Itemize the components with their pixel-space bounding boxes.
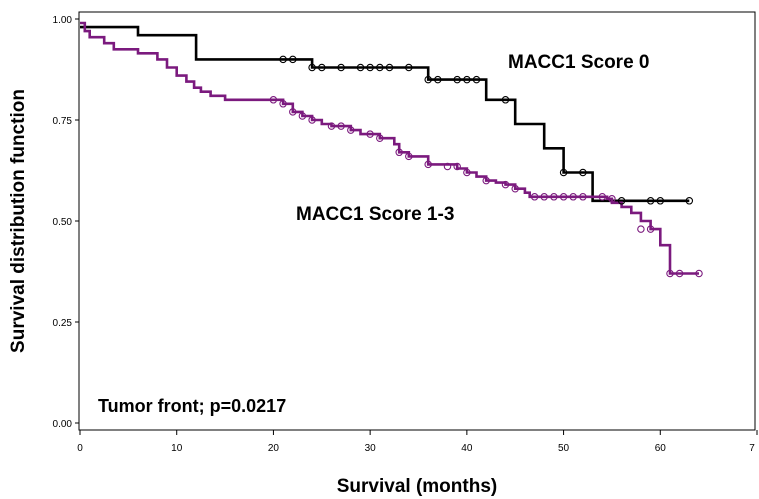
censor-mark xyxy=(424,160,432,169)
censor-mark xyxy=(695,269,703,278)
x-axis-title: Survival (months) xyxy=(337,476,497,497)
y-tick-label: 0.25 xyxy=(53,318,73,329)
censor-mark xyxy=(550,193,558,201)
censor-mark xyxy=(443,162,452,171)
y-tick-label: 0.75 xyxy=(53,116,73,127)
y-axis-title: Survival distribution function xyxy=(8,89,29,353)
censor-mark xyxy=(559,193,568,201)
censor-mark xyxy=(675,269,684,278)
censor-mark xyxy=(559,168,568,177)
censor-mark xyxy=(646,225,655,233)
censor-mark xyxy=(685,197,694,205)
censor-mark xyxy=(337,122,345,130)
censor-mark xyxy=(598,193,607,201)
censor-mark xyxy=(666,269,674,278)
censor-mark xyxy=(376,134,384,142)
censor-mark xyxy=(395,148,403,157)
censor-mark xyxy=(579,193,587,201)
x-tick-label: 7 xyxy=(749,443,755,454)
x-tick-label: 40 xyxy=(461,443,473,454)
x-tick-label: 60 xyxy=(655,443,667,454)
x-tick-label: 0 xyxy=(77,443,83,454)
series-line-macc1-score-0 xyxy=(80,25,690,203)
censor-mark xyxy=(569,193,577,201)
censor-mark xyxy=(453,75,461,84)
censor-mark xyxy=(289,55,297,64)
censor-mark xyxy=(298,112,307,120)
censor-mark xyxy=(424,75,432,84)
censor-mark xyxy=(482,176,490,185)
censor-mark xyxy=(376,63,384,72)
censor-mark xyxy=(279,100,287,108)
censor-mark xyxy=(617,197,626,205)
censor-mark xyxy=(308,116,316,124)
censor-mark xyxy=(405,63,413,72)
censor-mark xyxy=(318,63,326,72)
censor-mark xyxy=(501,96,510,104)
censor-mark xyxy=(405,152,413,161)
censor-mark xyxy=(540,193,548,201)
label-macc1-score-0: MACC1 Score 0 xyxy=(508,52,650,73)
censor-mark xyxy=(366,63,374,72)
censor-mark xyxy=(269,96,278,104)
censor-mark xyxy=(289,108,297,116)
x-tick-label: 50 xyxy=(558,443,570,454)
censor-mark xyxy=(347,126,355,134)
censor-mark xyxy=(530,193,539,201)
censor-mark xyxy=(308,63,316,72)
censor-mark xyxy=(327,122,336,130)
x-tick-label: 20 xyxy=(268,443,280,454)
censor-mark xyxy=(463,168,471,177)
x-axis-ticks: 0 10 20 30 40 50 60 7 xyxy=(77,430,758,454)
censor-mark xyxy=(463,75,471,84)
censor-marks-layer xyxy=(269,55,703,278)
censor-mark xyxy=(579,168,587,177)
censor-mark xyxy=(366,130,374,138)
censor-mark xyxy=(472,75,481,84)
series-layer xyxy=(80,21,699,275)
label-macc1-score-1-3: MACC1 Score 1-3 xyxy=(296,204,454,225)
censor-mark xyxy=(637,225,645,233)
y-tick-label: 1.00 xyxy=(53,15,73,26)
p-value-annotation: Tumor front; p=0.0217 xyxy=(98,396,286,416)
y-tick-label: 0.00 xyxy=(53,419,73,430)
series-line-macc1-score-1-3 xyxy=(80,21,699,275)
censor-mark xyxy=(385,63,394,72)
censor-mark xyxy=(279,55,287,64)
x-tick-label: 30 xyxy=(365,443,377,454)
censor-mark xyxy=(501,180,510,189)
y-axis-ticks: 0.00 0.25 0.50 0.75 1.00 xyxy=(53,15,79,430)
censor-mark xyxy=(453,162,461,171)
y-tick-label: 0.50 xyxy=(53,217,73,228)
censor-mark xyxy=(608,195,616,203)
censor-mark xyxy=(434,75,442,84)
censor-mark xyxy=(511,184,519,193)
x-tick-label: 10 xyxy=(171,443,183,454)
censor-mark xyxy=(337,63,345,72)
censor-mark xyxy=(646,197,655,205)
censor-mark xyxy=(656,197,665,205)
censor-mark xyxy=(356,63,365,72)
